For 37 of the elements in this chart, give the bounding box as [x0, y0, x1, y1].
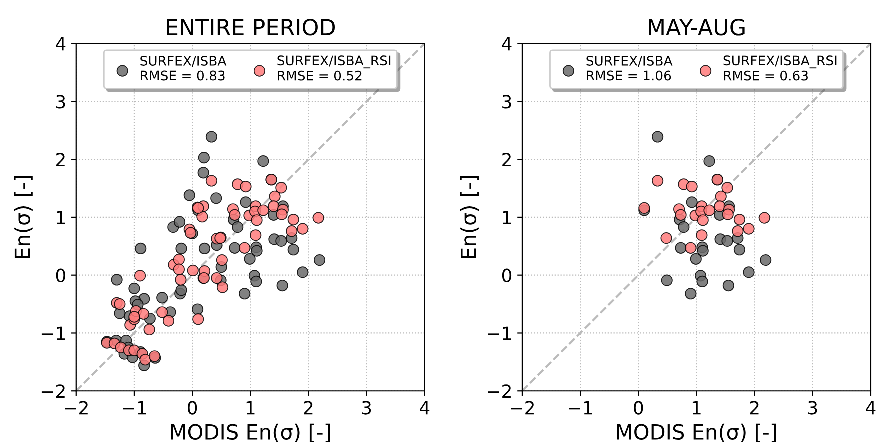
x-tick-label: 0: [634, 401, 644, 415]
y-tick-label: 2: [502, 153, 511, 166]
x-tick-label: −1: [123, 401, 146, 415]
x-tick-label: 0: [188, 401, 198, 415]
y-tick-label: 4: [56, 38, 66, 51]
x-axis-title: MODIS En(σ) [-]: [617, 424, 776, 442]
y-axis-title: En(σ) [-]: [14, 176, 33, 259]
y-tick-label: −2: [488, 384, 511, 398]
y-tick-label: −1: [488, 326, 512, 340]
x-tick-label: 1: [692, 401, 701, 415]
y-tick-label: 2: [56, 153, 65, 166]
x-tick-label: 2: [304, 401, 313, 415]
x-axis-title: MODIS En(σ) [-]: [171, 424, 330, 442]
y-tick-label: 3: [56, 95, 66, 109]
y-tick-label: 1: [57, 211, 65, 224]
legend-label: SURFEX/ISBA RMSE = 1.06: [586, 56, 673, 81]
y-tick-label: −1: [42, 326, 65, 340]
x-tick-label: −1: [569, 401, 592, 415]
x-tick-label: 4: [866, 401, 876, 415]
y-tick-label: 1: [503, 211, 512, 224]
x-tick-label: 3: [362, 401, 372, 415]
x-tick-label: −2: [511, 401, 534, 415]
legend-label: SURFEX/ISBA_RSI RMSE = 0.63: [724, 56, 837, 81]
y-tick-label: 4: [502, 38, 512, 51]
y-axis-title: En(σ) [-]: [460, 176, 479, 259]
legend-label: SURFEX/ISBA_RSI RMSE = 0.52: [278, 56, 391, 81]
x-tick-label: 2: [750, 401, 759, 415]
y-tick-label: 0: [56, 268, 66, 282]
x-tick-label: 3: [808, 401, 818, 415]
chart-title: MAY-AUG: [649, 18, 745, 36]
legend-label: SURFEX/ISBA RMSE = 0.83: [140, 56, 227, 81]
chart-title: ENTIRE PERIOD: [167, 18, 336, 36]
x-tick-label: 4: [420, 401, 430, 415]
y-tick-label: 3: [502, 95, 512, 109]
x-tick-label: 1: [246, 401, 255, 415]
y-tick-label: 0: [502, 268, 512, 282]
y-tick-label: −2: [42, 384, 65, 398]
